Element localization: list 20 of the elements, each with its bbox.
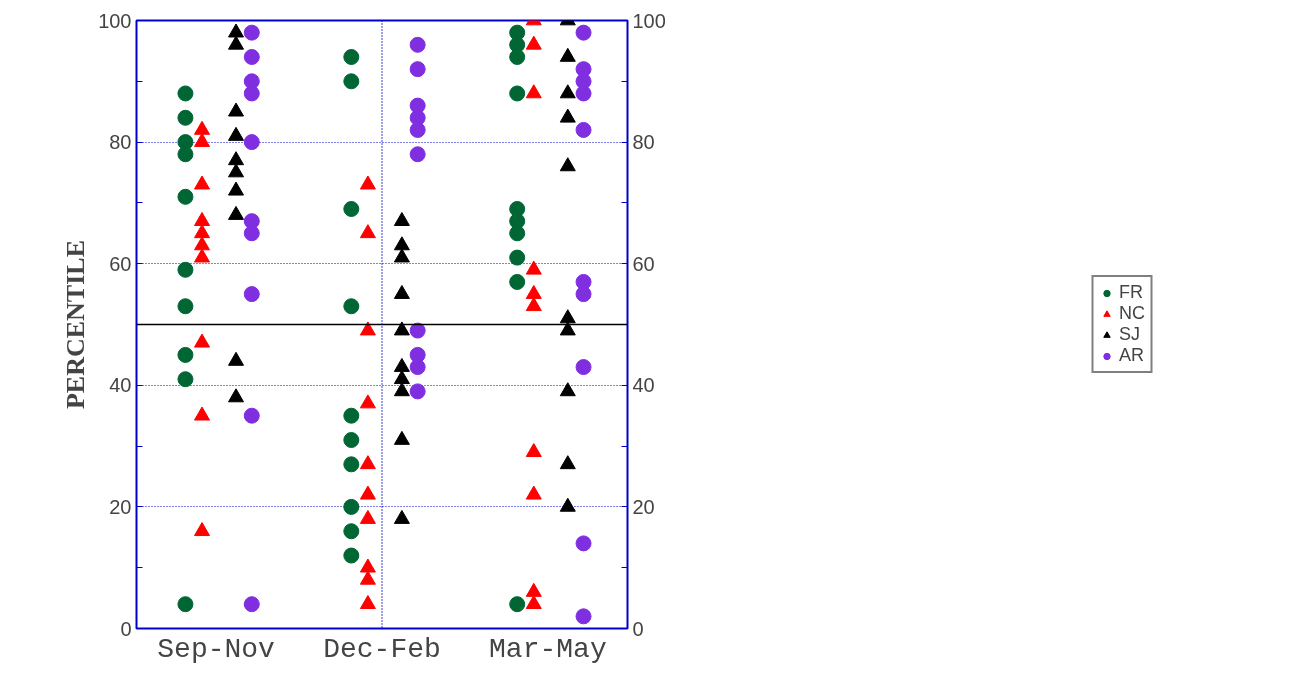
legend-label: NC	[1119, 303, 1145, 324]
legend-label: SJ	[1119, 324, 1141, 345]
y2-tick-label: 20	[632, 495, 655, 518]
legend-label: AR	[1119, 345, 1145, 366]
y-tick-label: 60	[109, 252, 132, 275]
y2-tick-label: 0	[632, 617, 644, 640]
y-tick-label: 40	[109, 374, 132, 397]
legend-label: FR	[1119, 282, 1143, 303]
x-tick-label: Dec-Feb	[323, 633, 441, 665]
x-tick-label: Mar-May	[489, 633, 607, 665]
y-tick-label: 20	[109, 495, 132, 518]
y2-tick-label: 100	[632, 9, 666, 32]
y2-tick-label: 80	[632, 131, 655, 154]
x-tick-label: Sep-Nov	[157, 633, 275, 665]
y-axis-title: PERCENTILE	[61, 239, 91, 410]
y-tick-label: 0	[120, 617, 132, 640]
y-tick-label: 80	[109, 131, 132, 154]
y-tick-label: 100	[98, 9, 132, 32]
y2-tick-label: 60	[632, 252, 655, 275]
y2-tick-label: 40	[632, 374, 655, 397]
